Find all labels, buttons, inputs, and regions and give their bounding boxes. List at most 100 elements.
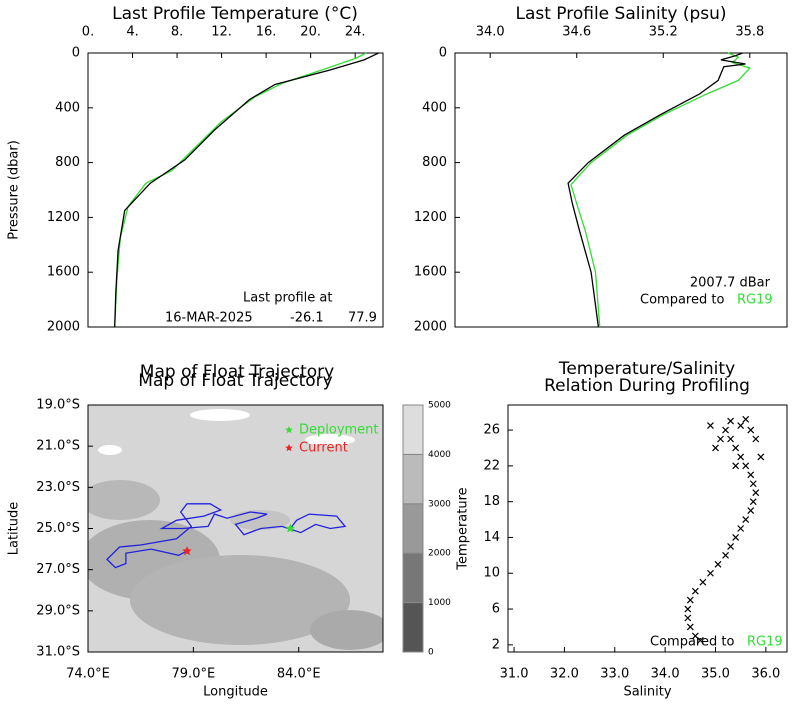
chart-title: Last Profile Temperature (°C)	[112, 4, 358, 24]
colorbar-label: 1000	[428, 598, 451, 608]
x-tick-label: 35.2	[649, 25, 678, 40]
line	[106, 503, 347, 569]
colorbar-band	[402, 453, 424, 505]
point	[684, 605, 692, 613]
point	[707, 569, 714, 577]
point	[742, 415, 750, 423]
point	[732, 534, 740, 541]
annotation: Compared to	[650, 635, 734, 650]
colorbar-label: 4000	[428, 450, 451, 460]
x-tick-label: 31.0	[500, 667, 529, 682]
y-tick-label: 800	[55, 155, 80, 170]
y-tick-label: 2000	[414, 320, 447, 335]
colorbar-band	[402, 503, 424, 554]
point	[732, 462, 740, 470]
annotation: -26.1	[290, 311, 324, 326]
x-tick-label: 24.	[345, 25, 366, 40]
colorbar-band	[402, 602, 424, 653]
x-tick-label: 33.0	[600, 667, 629, 682]
legend-label: Deployment	[299, 423, 379, 438]
point	[686, 623, 694, 631]
y-axis-label: Temperature	[456, 487, 471, 570]
chart-title: Map of Float Trajectory	[138, 371, 332, 391]
reference-label: RG19	[737, 293, 773, 308]
annotation: 77.9	[348, 311, 377, 326]
colorbar-label: 5000	[428, 401, 451, 411]
y-tick-label: 6	[492, 602, 500, 617]
point	[691, 587, 699, 595]
y-tick-label: 10	[483, 566, 500, 581]
colorbar-label: 0	[428, 648, 434, 658]
point	[684, 614, 692, 622]
x-tick-label: 0.	[82, 25, 94, 40]
x-tick-label: 79.0°E	[172, 667, 216, 682]
point	[749, 498, 757, 506]
y-tick-label: 26	[483, 423, 500, 438]
point	[732, 444, 740, 452]
colorbar-band	[402, 552, 424, 604]
y-axis-label: Latitude	[7, 502, 22, 556]
chart-title: Temperature/Salinity	[558, 359, 735, 379]
legend-label: Current	[299, 441, 348, 456]
colorbar-label: 3000	[428, 499, 451, 509]
point	[727, 417, 735, 425]
point	[742, 516, 750, 523]
chart-title: Last Profile Salinity (psu)	[515, 4, 726, 24]
y-tick-label: 22	[483, 458, 500, 473]
line	[114, 52, 367, 328]
y-tick-label: 19.0°S	[36, 398, 80, 413]
point	[727, 542, 735, 550]
point	[747, 471, 755, 479]
reference-label: RG19	[747, 635, 783, 650]
x-tick-label: 16.	[256, 25, 277, 40]
point	[752, 435, 760, 443]
point	[699, 578, 707, 586]
y-tick-label: 0	[72, 46, 80, 61]
legend-symbol	[285, 444, 293, 452]
y-tick-label: 29.0°S	[36, 603, 80, 618]
chart-title: Map of Float Trajectory	[140, 362, 334, 382]
point	[737, 422, 745, 430]
colorbar-band	[402, 404, 424, 455]
y-tick-label: 23.0°S	[36, 480, 80, 495]
y-tick-label: 18	[483, 494, 500, 509]
plot-frame	[87, 52, 384, 328]
point	[737, 525, 745, 532]
x-tick-label: 4.	[126, 25, 138, 40]
marker	[182, 546, 192, 556]
point	[714, 560, 722, 568]
point	[722, 551, 729, 559]
x-tick-label: 12.	[211, 25, 232, 40]
legend-symbol	[285, 426, 293, 434]
point	[747, 507, 755, 515]
x-axis-label: Salinity	[623, 685, 671, 700]
x-tick-label: 8.	[171, 25, 183, 40]
y-tick-label: 1200	[414, 210, 447, 225]
point	[742, 462, 750, 470]
y-tick-label: 14	[483, 530, 500, 545]
point	[686, 596, 694, 604]
y-tick-label: 0	[439, 46, 447, 61]
y-tick-label: 31.0°S	[36, 645, 80, 660]
x-tick-label: 34.0	[476, 25, 505, 40]
plot-frame	[454, 52, 788, 328]
y-tick-label: 2000	[47, 320, 80, 335]
line	[567, 52, 746, 328]
line	[570, 52, 751, 328]
x-tick-label: 35.8	[735, 25, 764, 40]
annotation: 2007.7 dBar	[690, 276, 771, 291]
y-tick-label: 25.0°S	[36, 521, 80, 536]
y-tick-label: 1200	[47, 210, 80, 225]
y-tick-label: 21.0°S	[36, 439, 80, 454]
y-tick-label: 27.0°S	[36, 562, 80, 577]
x-tick-label: 36.0	[751, 667, 780, 682]
point	[747, 426, 755, 434]
chart-title: Relation During Profiling	[544, 376, 750, 396]
y-tick-label: 400	[55, 100, 80, 115]
x-tick-label: 34.6	[562, 25, 591, 40]
point	[722, 426, 729, 434]
x-tick-label: 20.	[300, 25, 321, 40]
annotation: 16-MAR-2025	[165, 311, 253, 326]
point	[727, 435, 735, 443]
